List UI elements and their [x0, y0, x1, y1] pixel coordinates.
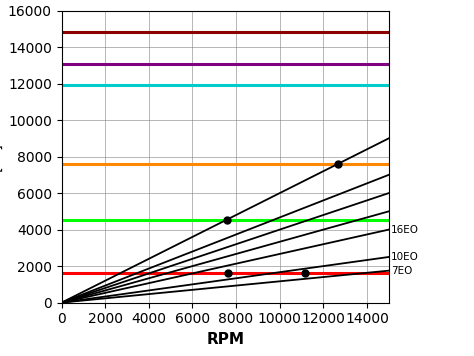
- Text: 7EO: 7EO: [391, 266, 412, 276]
- Text: 10EO: 10EO: [391, 252, 419, 262]
- Text: 16EO: 16EO: [391, 225, 419, 235]
- Y-axis label: [Hz]: [Hz]: [0, 142, 2, 171]
- X-axis label: RPM: RPM: [206, 332, 244, 347]
